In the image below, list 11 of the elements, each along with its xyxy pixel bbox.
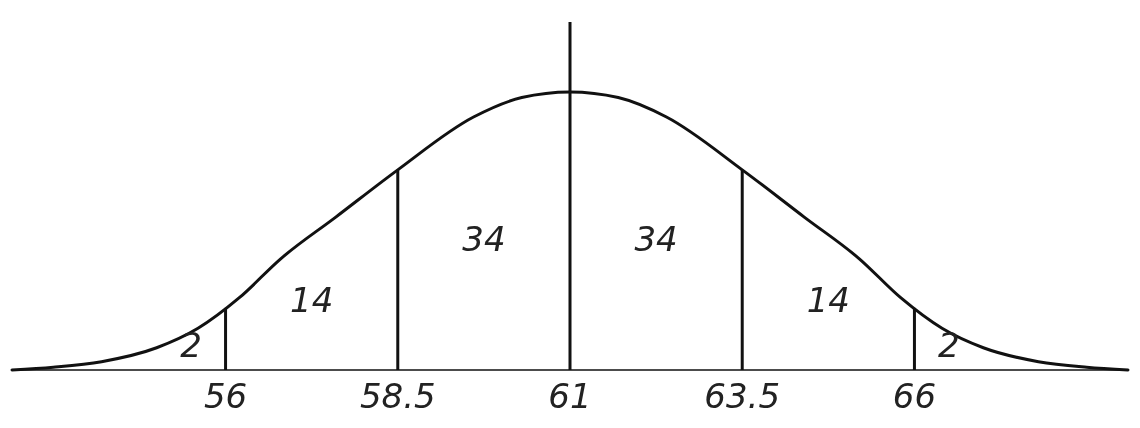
x-tick-label: 56 bbox=[203, 376, 248, 416]
annotation: 14 bbox=[806, 280, 850, 321]
annotation: 34 bbox=[462, 218, 506, 259]
x-tick-label: 66 bbox=[892, 376, 937, 416]
annotation: 14 bbox=[290, 280, 334, 321]
x-tick-label: 58.5 bbox=[359, 376, 436, 416]
annotation: 2 bbox=[938, 325, 960, 366]
x-tick-label: 63.5 bbox=[704, 376, 781, 416]
x-tick-label: 61 bbox=[548, 376, 592, 416]
annotation: 34 bbox=[634, 218, 678, 259]
annotation: 2 bbox=[180, 325, 202, 366]
